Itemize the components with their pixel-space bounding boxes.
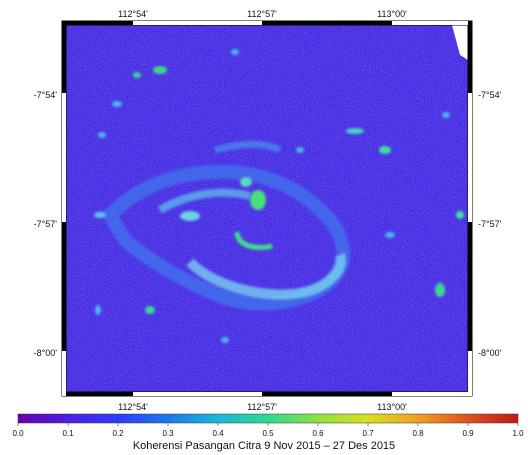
top-tick-label: 112°54' [118,9,148,19]
colorbar-label: 0.4 [212,429,224,438]
colorbar-label: 0.7 [362,429,374,438]
colorbar-label: 0.9 [462,429,474,438]
colorbar-label: 0.6 [312,429,324,438]
bottom-tick-labels: 112°54' 112°57' 113°00' [118,402,407,412]
right-tick-labels: -7°54' -7°57' -8°00' [478,90,502,358]
left-tick-label: -8°00' [34,348,58,358]
colorbar-label: 0.5 [262,429,274,438]
colorbar-label: 0.3 [162,429,174,438]
frame-segment [62,21,66,93]
frame-segment [133,392,262,396]
top-tick-label: 112°57' [247,9,277,19]
frame-segment [468,21,472,93]
left-tick-labels: -7°54' -7°57' -8°00' [34,90,58,358]
left-tick-label: -7°54' [34,90,58,100]
frame-segment [262,21,392,25]
colorbar-ticks [17,423,519,426]
right-tick-label: -8°00' [478,348,502,358]
caldera-green-highlights [180,177,273,250]
frame-segment [468,93,472,222]
colorbar-label: 0.1 [62,429,74,438]
colorbar-labels: 0.0 0.1 0.2 0.3 0.4 0.5 0.6 0.7 0.8 0.9 1.0 [12,429,524,438]
coherence-raster [66,25,468,392]
no-data-corner [452,25,468,60]
colorbar-label: 1.0 [512,429,524,438]
frame-segment [468,222,472,351]
frame-segment [62,93,66,222]
colorbar-bar [17,413,519,424]
left-tick-label: -7°57' [34,219,58,229]
caldera-high-coherence [101,140,351,311]
top-tick-label: 113°00' [377,9,407,19]
frame-segment [62,21,133,25]
colorbar-label: 0.2 [112,429,124,438]
frame-segment [262,392,392,396]
frame-segment [392,392,472,396]
frame-segment [62,351,66,396]
right-tick-label: -7°57' [478,219,502,229]
scattered-patches [94,49,464,343]
frame-segment [392,21,472,25]
colorbar: 0.0 0.1 0.2 0.3 0.4 0.5 0.6 0.7 0.8 0.9 1.0 [12,413,524,438]
bottom-tick-label: 113°00' [377,402,407,412]
bottom-tick-label: 112°57' [247,402,277,412]
frame-segment [133,21,262,25]
colorbar-label: 0.0 [12,429,24,438]
bottom-tick-label: 112°54' [118,402,148,412]
colorbar-label: 0.8 [412,429,424,438]
top-tick-labels: 112°54' 112°57' 113°00' [118,9,407,19]
frame-segment [62,222,66,351]
frame-segment [468,351,472,396]
figure-caption: Koherensi Pasangan Citra 9 Nov 2015 – 27… [132,440,396,452]
frame-segment [62,392,133,396]
right-tick-label: -7°54' [478,90,502,100]
frame-checker-bars [62,21,472,396]
